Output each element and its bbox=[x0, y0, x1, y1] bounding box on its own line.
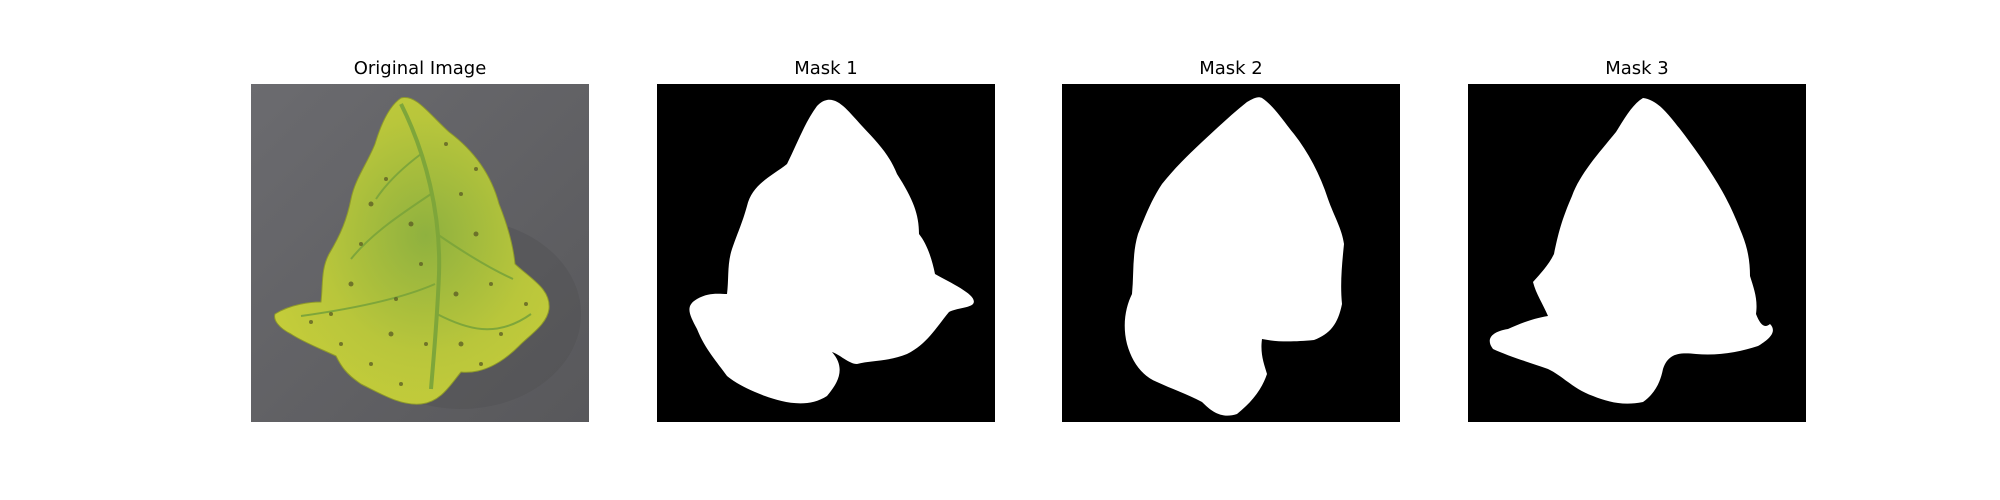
leaf-photo bbox=[251, 84, 589, 422]
mask-2-title: Mask 2 bbox=[1199, 58, 1263, 79]
mask-1-panel: Mask 1 bbox=[657, 0, 995, 500]
mask-1-shape bbox=[689, 99, 974, 404]
mask-2-panel: Mask 2 bbox=[1062, 0, 1400, 500]
leaf-spots bbox=[309, 142, 528, 386]
mask-2-image bbox=[1062, 84, 1400, 422]
mask-3-image bbox=[1468, 84, 1806, 422]
mask-1-image bbox=[657, 84, 995, 422]
leaf-midrib bbox=[399, 103, 442, 390]
mask-2-shape bbox=[1124, 97, 1344, 416]
original-image-title: Original Image bbox=[353, 58, 487, 79]
mask-1-title: Mask 1 bbox=[794, 58, 858, 79]
mask-3-panel: Mask 3 bbox=[1468, 0, 1806, 500]
leaf-shape bbox=[274, 97, 550, 405]
original-image-panel: Original Image bbox=[251, 0, 589, 500]
mask-3-shape bbox=[1489, 98, 1773, 404]
mask-3-title: Mask 3 bbox=[1605, 58, 1669, 79]
